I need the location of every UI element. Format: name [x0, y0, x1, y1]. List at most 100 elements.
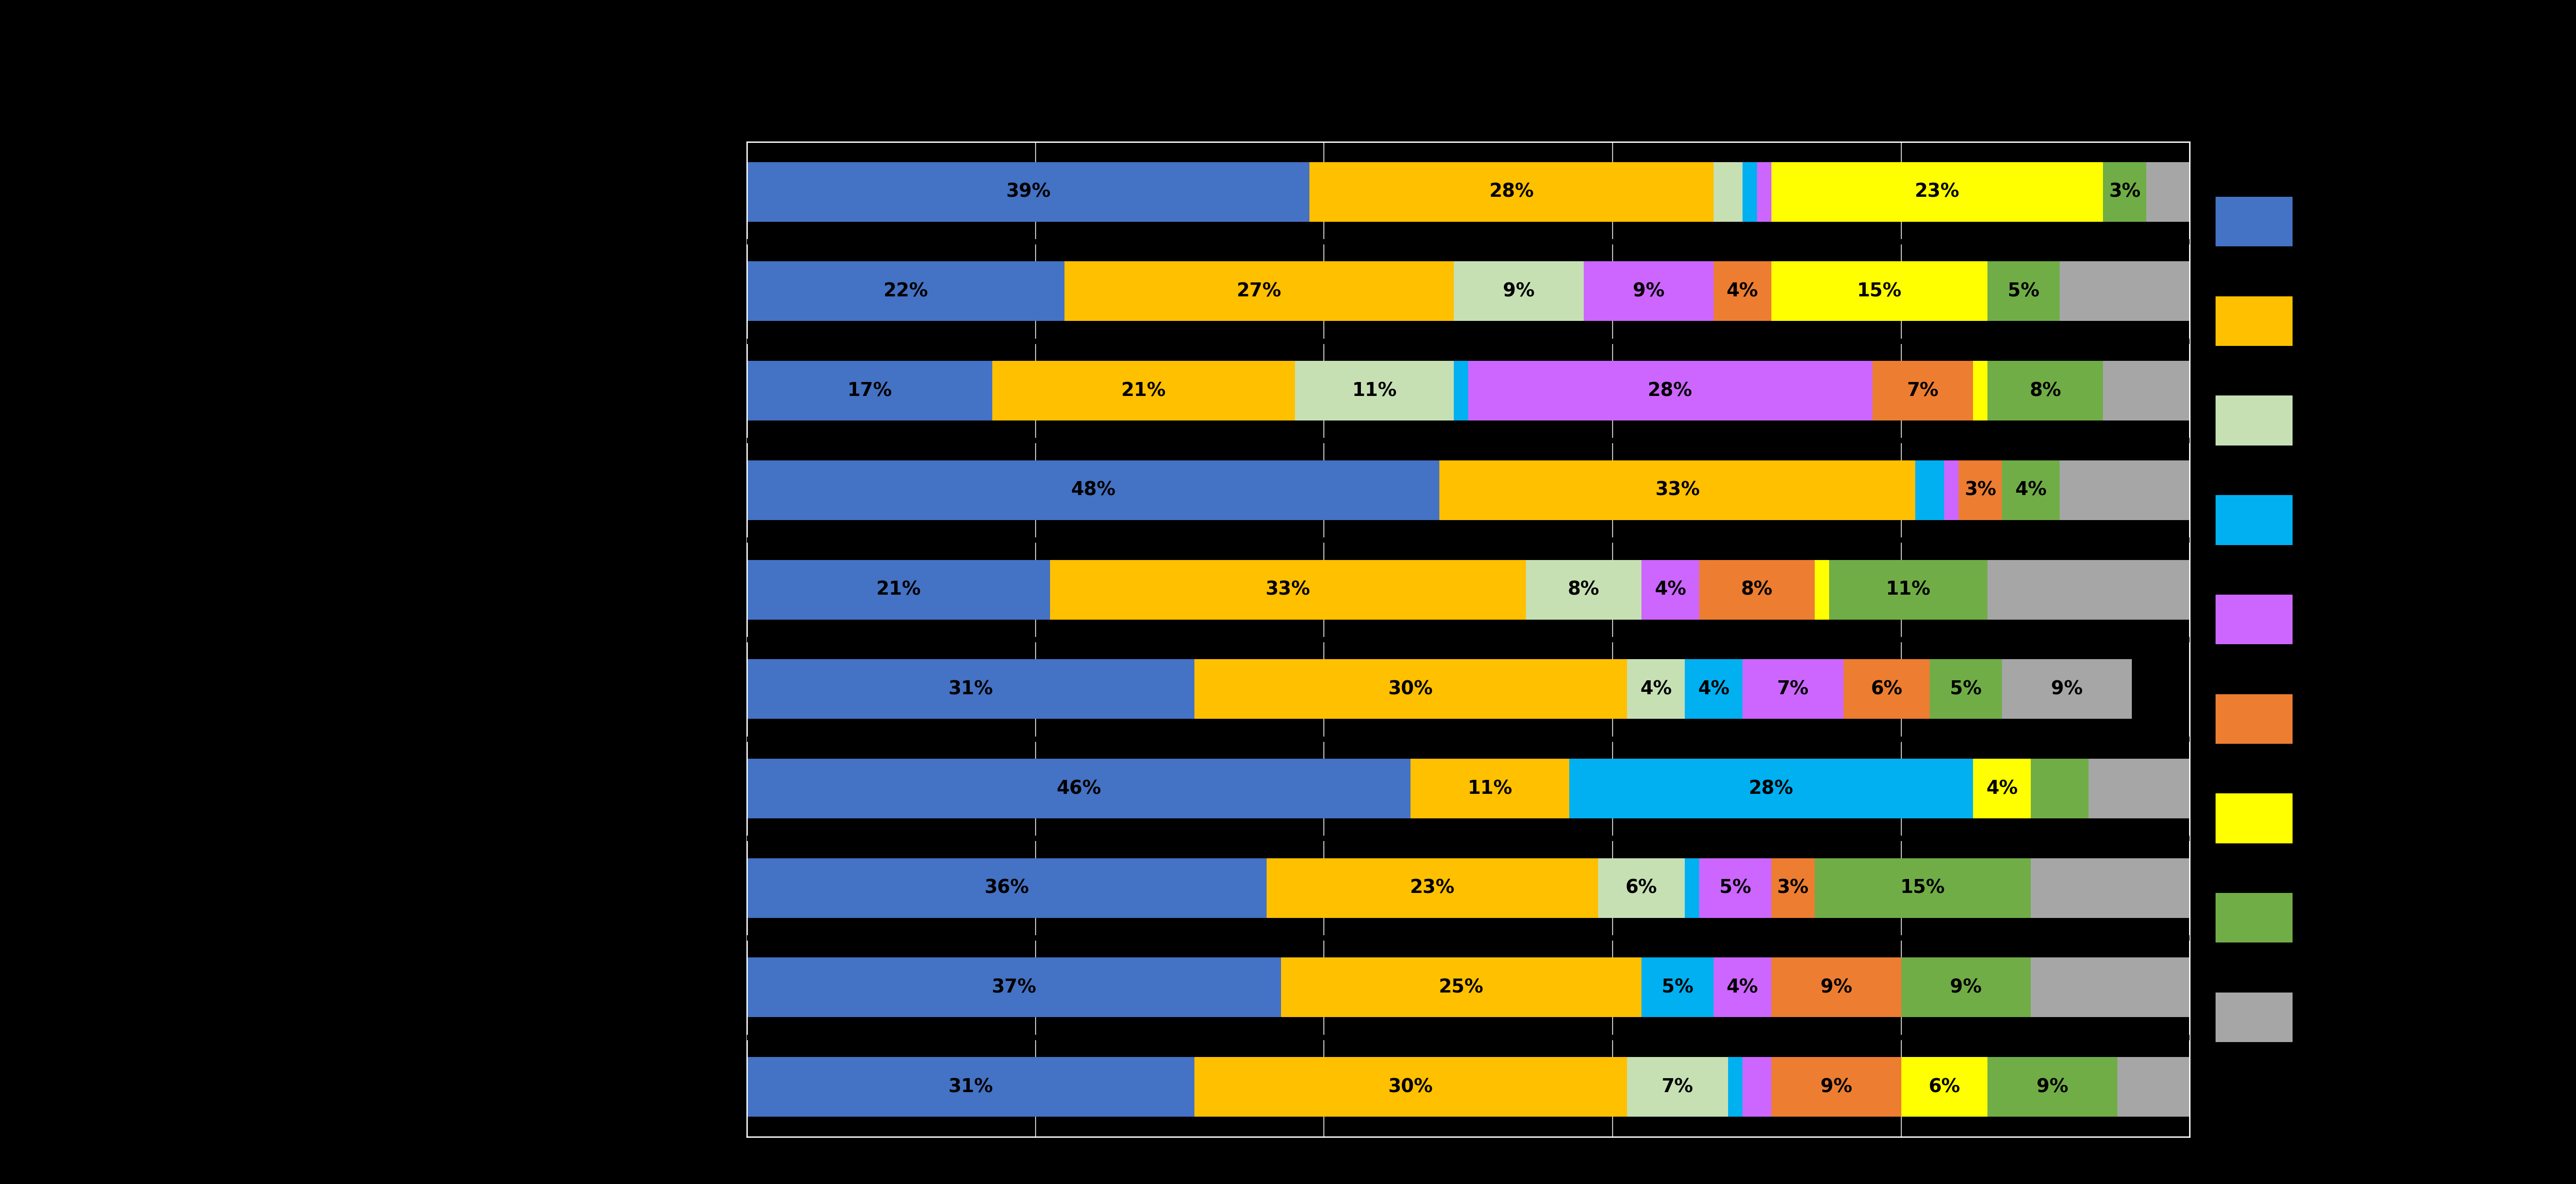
FancyBboxPatch shape: [2215, 395, 2293, 445]
Text: 4%: 4%: [2014, 481, 2048, 500]
Text: 6%: 6%: [1929, 1077, 1960, 1096]
Bar: [1989, 262, 2061, 321]
Text: 36%: 36%: [984, 879, 1028, 897]
Text: 21%: 21%: [1121, 381, 1167, 400]
FancyBboxPatch shape: [2215, 296, 2293, 346]
Bar: [747, 162, 1309, 221]
Bar: [1772, 958, 1901, 1017]
Bar: [1989, 361, 2102, 420]
Text: 9%: 9%: [1502, 282, 1535, 301]
FancyBboxPatch shape: [2215, 594, 2293, 644]
Bar: [1973, 361, 1989, 420]
Text: 33%: 33%: [1265, 580, 1311, 599]
Text: 39%: 39%: [1007, 182, 1051, 201]
Text: 4%: 4%: [1641, 680, 1672, 699]
Bar: [1772, 1057, 1901, 1117]
Bar: [1195, 1057, 1628, 1117]
Text: 6%: 6%: [1870, 680, 1904, 699]
Bar: [1829, 560, 1989, 619]
Bar: [1597, 858, 1685, 918]
FancyBboxPatch shape: [2215, 893, 2293, 942]
Bar: [1844, 659, 1929, 719]
Bar: [1440, 461, 1917, 520]
Bar: [1051, 560, 1525, 619]
Text: 9%: 9%: [2050, 680, 2084, 699]
Text: 28%: 28%: [1649, 381, 1692, 400]
Bar: [1309, 162, 1713, 221]
Text: 3%: 3%: [1777, 879, 1808, 897]
Bar: [1569, 759, 1973, 818]
Text: 30%: 30%: [1388, 1077, 1432, 1096]
Bar: [1628, 659, 1685, 719]
Text: 48%: 48%: [1072, 481, 1115, 500]
Text: 9%: 9%: [1633, 282, 1664, 301]
FancyBboxPatch shape: [2215, 694, 2293, 744]
Text: 4%: 4%: [1986, 779, 2017, 798]
Text: 46%: 46%: [1056, 779, 1100, 798]
Text: 4%: 4%: [1726, 282, 1759, 301]
Bar: [2102, 361, 2190, 420]
Bar: [1064, 262, 1453, 321]
Text: 4%: 4%: [1654, 580, 1687, 599]
Bar: [2030, 759, 2089, 818]
Bar: [1873, 361, 1973, 420]
Text: 4%: 4%: [1726, 978, 1759, 997]
Bar: [2061, 262, 2190, 321]
Text: 9%: 9%: [1821, 1077, 1852, 1096]
Bar: [2117, 1057, 2190, 1117]
Text: 28%: 28%: [1749, 779, 1793, 798]
Bar: [1945, 461, 1958, 520]
Bar: [1412, 759, 1569, 818]
Bar: [747, 958, 1280, 1017]
Bar: [1685, 659, 1741, 719]
Text: 11%: 11%: [1468, 779, 1512, 798]
Text: 7%: 7%: [1906, 381, 1940, 400]
Bar: [1685, 858, 1700, 918]
Text: 11%: 11%: [1352, 381, 1396, 400]
Text: 3%: 3%: [2110, 182, 2141, 201]
Bar: [1901, 1057, 1989, 1117]
Bar: [747, 858, 1267, 918]
Bar: [1958, 461, 2002, 520]
Text: 22%: 22%: [884, 282, 927, 301]
Bar: [1628, 1057, 1728, 1117]
FancyBboxPatch shape: [2215, 495, 2293, 545]
Bar: [1468, 361, 1873, 420]
Bar: [747, 361, 992, 420]
Bar: [1713, 262, 1772, 321]
Bar: [1641, 958, 1713, 1017]
Bar: [2146, 162, 2205, 221]
Text: 31%: 31%: [948, 1077, 994, 1096]
Text: 8%: 8%: [1741, 580, 1772, 599]
Text: 8%: 8%: [1569, 580, 1600, 599]
Text: 5%: 5%: [1950, 680, 1981, 699]
Text: 15%: 15%: [1857, 282, 1901, 301]
Text: 21%: 21%: [876, 580, 922, 599]
Text: 37%: 37%: [992, 978, 1036, 997]
Bar: [1525, 560, 1641, 619]
Text: 27%: 27%: [1236, 282, 1283, 301]
Bar: [1713, 958, 1772, 1017]
Text: 5%: 5%: [1662, 978, 1692, 997]
Text: 17%: 17%: [848, 381, 891, 400]
Bar: [2061, 461, 2190, 520]
Bar: [1772, 262, 1989, 321]
Bar: [1728, 1057, 1741, 1117]
Bar: [747, 1057, 1195, 1117]
Text: 23%: 23%: [1914, 182, 1960, 201]
Bar: [992, 361, 1296, 420]
Bar: [747, 560, 1051, 619]
Bar: [1989, 560, 2190, 619]
Bar: [1267, 858, 1597, 918]
Bar: [1713, 162, 1741, 221]
Bar: [2002, 659, 2133, 719]
Bar: [2002, 461, 2061, 520]
FancyBboxPatch shape: [2215, 197, 2293, 246]
Text: 23%: 23%: [1409, 879, 1455, 897]
Text: 11%: 11%: [1886, 580, 1932, 599]
Bar: [1280, 958, 1641, 1017]
Bar: [1741, 1057, 1772, 1117]
Bar: [1772, 858, 1814, 918]
Text: 4%: 4%: [1698, 680, 1728, 699]
Bar: [1901, 958, 2030, 1017]
